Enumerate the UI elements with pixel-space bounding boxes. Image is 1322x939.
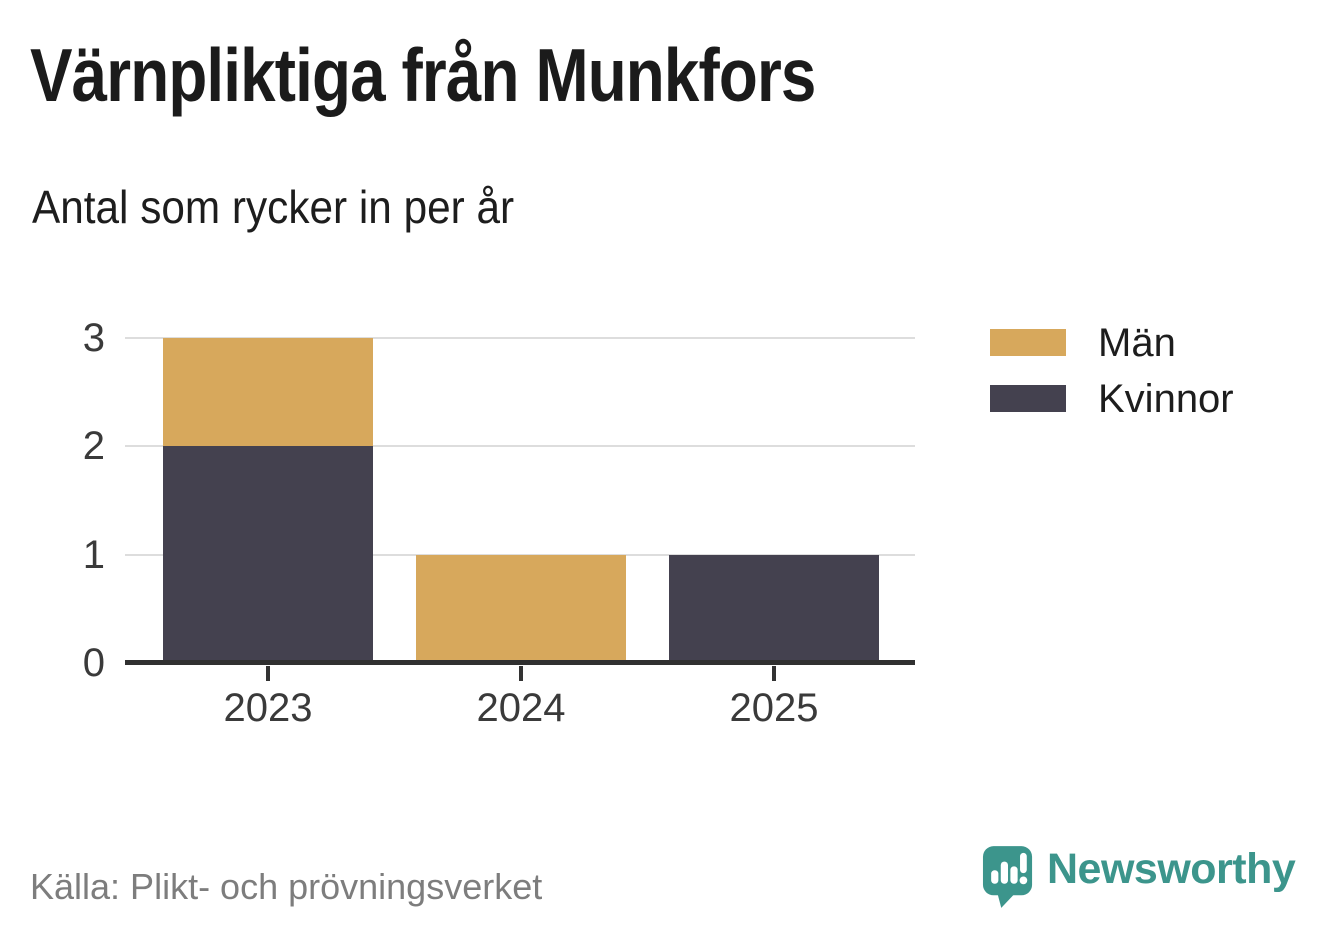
x-axis-label: 2025	[729, 686, 819, 730]
chart-title: Värnpliktiga från Munkfors	[30, 33, 816, 117]
newsworthy-logo-icon	[982, 846, 1033, 908]
gridline-y3	[125, 337, 915, 339]
x-tick-2023	[266, 666, 270, 681]
legend: Män Kvinnor	[990, 323, 1234, 441]
legend-label: Män	[1098, 320, 1176, 365]
source-note: Källa: Plikt- och prövningsverket	[30, 866, 543, 907]
bar-segment-2024-män	[416, 554, 626, 663]
legend-swatch-män	[990, 329, 1066, 356]
chart-subtitle: Antal som rycker in per år	[32, 181, 515, 233]
gridline-y1	[125, 553, 915, 556]
newsworthy-logo: Newsworthy	[982, 845, 1296, 909]
bar-segment-2025-kvinnor	[669, 554, 879, 663]
y-axis-label: 1	[82, 532, 105, 577]
x-tick-2024	[519, 666, 523, 681]
bar-segment-2023-kvinnor	[163, 446, 373, 663]
y-axis-label: 3	[82, 316, 105, 360]
plot-area: 0 1 2 3 2023 2024 2025	[83, 316, 915, 730]
newsworthy-wordmark: Newsworthy	[1047, 845, 1296, 893]
x-tick-2025	[772, 666, 776, 681]
legend-swatch-kvinnor	[990, 385, 1066, 412]
x-axis-label: 2024	[476, 686, 566, 730]
y-axis-label: 2	[82, 424, 105, 469]
gridline-y2	[125, 445, 915, 448]
legend-label: Kvinnor	[1098, 376, 1234, 421]
legend-item-kvinnor: Kvinnor	[990, 379, 1234, 419]
legend-item-män: Män	[990, 323, 1234, 363]
x-axis-line	[125, 660, 915, 665]
x-axis-label: 2023	[223, 686, 313, 730]
y-axis-label: 0	[82, 641, 105, 685]
bar-segment-2023-män	[163, 338, 373, 447]
